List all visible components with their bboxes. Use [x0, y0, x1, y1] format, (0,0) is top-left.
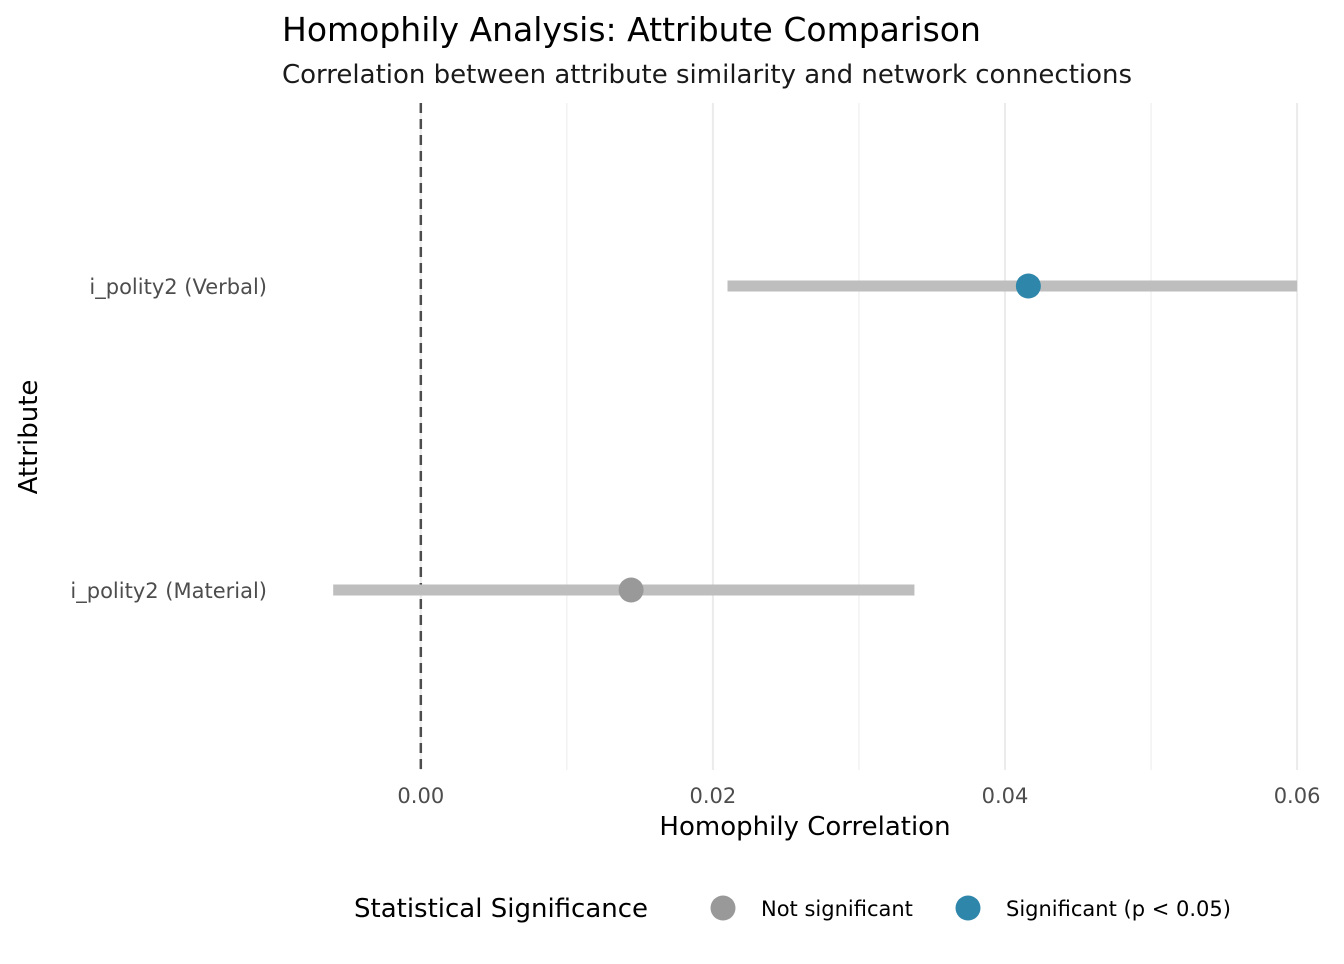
point-layer — [618, 273, 1041, 603]
legend-label-significant: Significant (p < 0.05) — [1006, 897, 1231, 921]
x-tick-labels: 0.00 0.02 0.04 0.06 — [397, 784, 1320, 808]
chart-title: Homophily Analysis: Attribute Comparison — [282, 10, 981, 49]
data-point — [1015, 273, 1041, 299]
data-point — [618, 577, 644, 603]
chart-subtitle: Correlation between attribute similarity… — [282, 60, 1132, 90]
x-tick-label: 0.04 — [982, 784, 1029, 808]
y-tick-labels: i_polity2 (Verbal) i_polity2 (Material) — [70, 275, 267, 604]
x-tick-label: 0.00 — [397, 784, 444, 808]
legend-title: Statistical Significance — [354, 894, 648, 924]
legend-key-not-significant — [710, 895, 736, 921]
y-axis-label: Attribute — [14, 380, 44, 495]
grid-lines — [419, 103, 1299, 770]
x-tick-label: 0.02 — [690, 784, 737, 808]
x-tick-label: 0.06 — [1274, 784, 1321, 808]
confidence-interval-layer — [333, 280, 1298, 596]
legend: Statistical Significance Not significant… — [354, 894, 1231, 924]
y-tick-label: i_polity2 (Material) — [70, 579, 267, 604]
x-axis-label: Homophily Correlation — [659, 812, 950, 842]
legend-key-significant — [955, 895, 981, 921]
y-tick-label: i_polity2 (Verbal) — [89, 275, 267, 300]
legend-label-not-significant: Not significant — [761, 897, 913, 921]
